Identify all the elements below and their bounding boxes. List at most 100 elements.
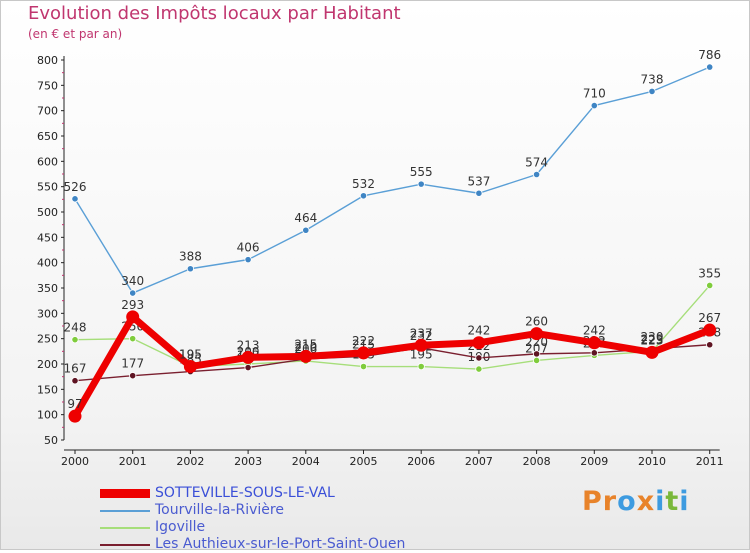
y-tick-label: 50 xyxy=(44,434,58,447)
legend-swatch xyxy=(100,544,150,546)
data-point xyxy=(706,341,714,349)
data-label: 464 xyxy=(294,211,317,225)
data-point xyxy=(472,336,486,350)
y-tick-label: 700 xyxy=(37,105,58,118)
data-label: 340 xyxy=(121,274,144,288)
data-point xyxy=(706,281,714,290)
data-label: 532 xyxy=(352,177,375,191)
data-label: 267 xyxy=(698,311,721,325)
x-tick-label: 2008 xyxy=(523,455,551,468)
y-tick-label: 150 xyxy=(37,383,58,396)
data-label: 293 xyxy=(121,298,144,312)
x-tick-label: 2003 xyxy=(234,455,262,468)
data-label: 406 xyxy=(237,241,260,255)
data-point xyxy=(706,63,714,71)
data-point xyxy=(244,363,252,372)
data-label: 206 xyxy=(294,342,317,356)
logo-letter: r xyxy=(602,486,618,517)
data-label: 555 xyxy=(410,165,433,179)
data-point xyxy=(648,87,656,96)
data-point xyxy=(414,338,428,352)
data-label: 574 xyxy=(525,156,548,170)
data-point xyxy=(590,349,598,357)
data-label: 710 xyxy=(583,87,606,101)
legend-item: Les Authieux-sur-le-Port-Saint-Ouen xyxy=(100,536,540,553)
data-point xyxy=(359,192,368,200)
y-tick-label: 400 xyxy=(37,257,58,270)
x-tick-label: 2010 xyxy=(638,455,666,468)
data-point xyxy=(129,289,137,297)
data-point xyxy=(359,362,368,371)
legend-swatch xyxy=(100,527,150,529)
y-tick-label: 450 xyxy=(37,231,58,244)
data-point xyxy=(475,189,483,197)
data-point xyxy=(299,349,313,363)
y-tick-label: 350 xyxy=(37,282,58,295)
legend-label: Tourville-la-Rivière xyxy=(155,502,284,518)
y-tick-label: 600 xyxy=(37,155,58,168)
legend-swatch xyxy=(100,489,150,498)
data-label: 177 xyxy=(121,357,144,371)
data-point xyxy=(475,365,483,373)
data-point xyxy=(186,265,194,273)
data-point xyxy=(129,335,137,343)
series-line xyxy=(71,313,711,418)
y-tick-label: 500 xyxy=(37,206,58,219)
y-tick-label: 250 xyxy=(37,333,58,346)
data-point xyxy=(532,350,541,358)
data-point xyxy=(183,360,197,374)
data-label: 220 xyxy=(525,335,548,349)
data-label: 237 xyxy=(410,326,433,340)
data-label: 355 xyxy=(698,266,721,280)
data-point xyxy=(244,256,252,264)
data-label: 260 xyxy=(525,315,548,329)
legend-swatch xyxy=(100,510,150,512)
data-label: 222 xyxy=(352,334,375,348)
data-label: 526 xyxy=(64,180,87,194)
y-tick-label: 750 xyxy=(37,79,58,92)
series-line xyxy=(74,285,711,370)
data-point xyxy=(475,354,483,362)
logo-letter: t xyxy=(665,486,680,517)
logo-letter: x xyxy=(636,486,656,517)
y-tick-label: 200 xyxy=(37,358,58,371)
data-label: 242 xyxy=(467,324,490,338)
data-point xyxy=(357,346,370,360)
x-tick-label: 2000 xyxy=(61,455,89,468)
y-tick-label: 100 xyxy=(37,409,58,422)
series-line xyxy=(74,66,710,294)
data-label: 207 xyxy=(525,341,548,355)
data-label: 195 xyxy=(410,348,433,362)
data-label: 786 xyxy=(698,48,721,62)
data-label: 242 xyxy=(583,324,606,338)
data-point xyxy=(587,336,601,350)
x-tick-label: 2005 xyxy=(350,455,378,468)
data-point xyxy=(241,350,255,364)
data-point xyxy=(703,323,717,337)
legend-item: Igoville xyxy=(100,519,540,536)
data-point xyxy=(71,195,79,203)
data-point xyxy=(532,170,541,179)
chart-legend: SOTTEVILLE-SOUS-LE-VAL Tourville-la-Riviè… xyxy=(100,485,540,553)
data-label: 388 xyxy=(179,250,202,264)
data-label: 232 xyxy=(410,329,433,343)
data-label: 213 xyxy=(237,338,260,352)
chart-subtitle: (en € et par an) xyxy=(28,27,123,41)
data-label: 215 xyxy=(352,337,375,351)
legend-item: SOTTEVILLE-SOUS-LE-VAL xyxy=(100,485,540,502)
data-label: 738 xyxy=(641,72,664,86)
data-label: 195 xyxy=(179,348,202,362)
legend-label: SOTTEVILLE-SOUS-LE-VAL xyxy=(155,485,335,501)
y-tick-label: 300 xyxy=(37,307,58,320)
x-tick-label: 2006 xyxy=(407,455,435,468)
data-label: 230 xyxy=(641,330,664,344)
data-label: 223 xyxy=(641,333,664,347)
data-label: 537 xyxy=(467,174,490,188)
data-label: 167 xyxy=(64,362,87,376)
proxiti-logo: Proxiti xyxy=(582,486,690,517)
legend-label: Igoville xyxy=(155,519,206,535)
logo-letter: i xyxy=(679,486,690,517)
data-label: 225 xyxy=(641,332,664,346)
data-point xyxy=(126,310,140,324)
